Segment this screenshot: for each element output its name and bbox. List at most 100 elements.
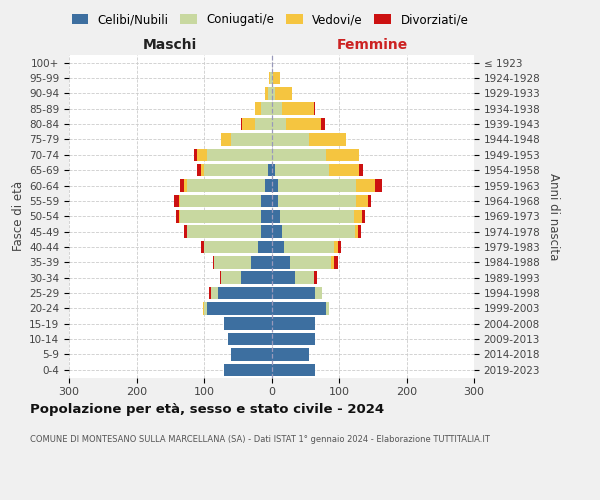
Bar [375, 179, 382, 192]
Bar [331, 256, 334, 268]
Bar [268, 87, 271, 100]
Bar [224, 364, 271, 376]
Bar [271, 333, 316, 345]
Bar [181, 210, 262, 222]
Bar [184, 226, 187, 238]
Bar [213, 256, 214, 268]
Bar [271, 164, 275, 176]
Bar [262, 210, 271, 222]
Bar [278, 179, 356, 192]
Text: COMUNE DI MONTESANO SULLA MARCELLANA (SA) - Dati ISTAT 1° gennaio 2024 - Elabora: COMUNE DI MONTESANO SULLA MARCELLANA (SA… [30, 435, 490, 444]
Bar [181, 194, 262, 207]
Bar [356, 194, 368, 207]
Text: Femmine: Femmine [337, 38, 409, 52]
Bar [355, 226, 358, 238]
Bar [271, 364, 316, 376]
Bar [325, 302, 329, 314]
Y-axis label: Fasce di età: Fasce di età [12, 181, 25, 252]
Bar [187, 179, 265, 192]
Bar [284, 240, 334, 254]
Bar [258, 240, 271, 254]
Bar [271, 302, 325, 314]
Bar [220, 272, 221, 284]
Bar [358, 226, 361, 238]
Bar [334, 256, 338, 268]
Bar [275, 87, 292, 100]
Bar [271, 148, 325, 161]
Bar [356, 179, 375, 192]
Bar [241, 118, 242, 130]
Bar [270, 72, 271, 85]
Bar [278, 194, 356, 207]
Bar [204, 240, 258, 254]
Bar [329, 164, 359, 176]
Bar [271, 118, 286, 130]
Bar [218, 286, 271, 300]
Text: Maschi: Maschi [143, 38, 197, 52]
Bar [241, 272, 271, 284]
Bar [334, 240, 338, 254]
Bar [314, 102, 316, 115]
Bar [254, 118, 271, 130]
Bar [194, 148, 197, 161]
Bar [273, 72, 280, 85]
Bar [271, 72, 273, 85]
Bar [271, 348, 308, 361]
Bar [262, 194, 271, 207]
Bar [265, 179, 271, 192]
Bar [325, 148, 359, 161]
Bar [322, 118, 325, 130]
Bar [173, 194, 179, 207]
Bar [271, 226, 281, 238]
Bar [271, 318, 316, 330]
Bar [204, 164, 268, 176]
Bar [224, 318, 271, 330]
Bar [271, 256, 290, 268]
Bar [214, 256, 251, 268]
Bar [271, 87, 275, 100]
Bar [290, 256, 331, 268]
Bar [221, 272, 241, 284]
Bar [368, 194, 371, 207]
Bar [221, 133, 231, 146]
Bar [251, 256, 271, 268]
Bar [200, 240, 204, 254]
Bar [197, 148, 208, 161]
Bar [271, 210, 280, 222]
Bar [197, 164, 200, 176]
Bar [204, 302, 208, 314]
Bar [208, 148, 271, 161]
Bar [281, 102, 314, 115]
Bar [209, 286, 211, 300]
Bar [262, 102, 271, 115]
Legend: Celibi/Nubili, Coniugati/e, Vedovi/e, Divorziati/e: Celibi/Nubili, Coniugati/e, Vedovi/e, Di… [67, 8, 473, 31]
Bar [275, 164, 329, 176]
Bar [242, 118, 254, 130]
Bar [281, 226, 355, 238]
Bar [200, 164, 204, 176]
Bar [271, 194, 278, 207]
Bar [271, 102, 281, 115]
Bar [359, 164, 362, 176]
Bar [271, 286, 316, 300]
Bar [362, 210, 365, 222]
Bar [203, 302, 204, 314]
Bar [176, 210, 179, 222]
Bar [271, 133, 308, 146]
Text: Popolazione per età, sesso e stato civile - 2024: Popolazione per età, sesso e stato civil… [30, 402, 384, 415]
Bar [181, 179, 184, 192]
Bar [179, 194, 181, 207]
Bar [354, 210, 362, 222]
Bar [208, 302, 271, 314]
Bar [338, 240, 341, 254]
Bar [227, 333, 271, 345]
Bar [265, 87, 268, 100]
Bar [271, 240, 284, 254]
Bar [271, 272, 295, 284]
Bar [286, 118, 322, 130]
Bar [314, 272, 317, 284]
Bar [269, 72, 270, 85]
Bar [184, 179, 187, 192]
Bar [254, 102, 262, 115]
Bar [262, 226, 271, 238]
